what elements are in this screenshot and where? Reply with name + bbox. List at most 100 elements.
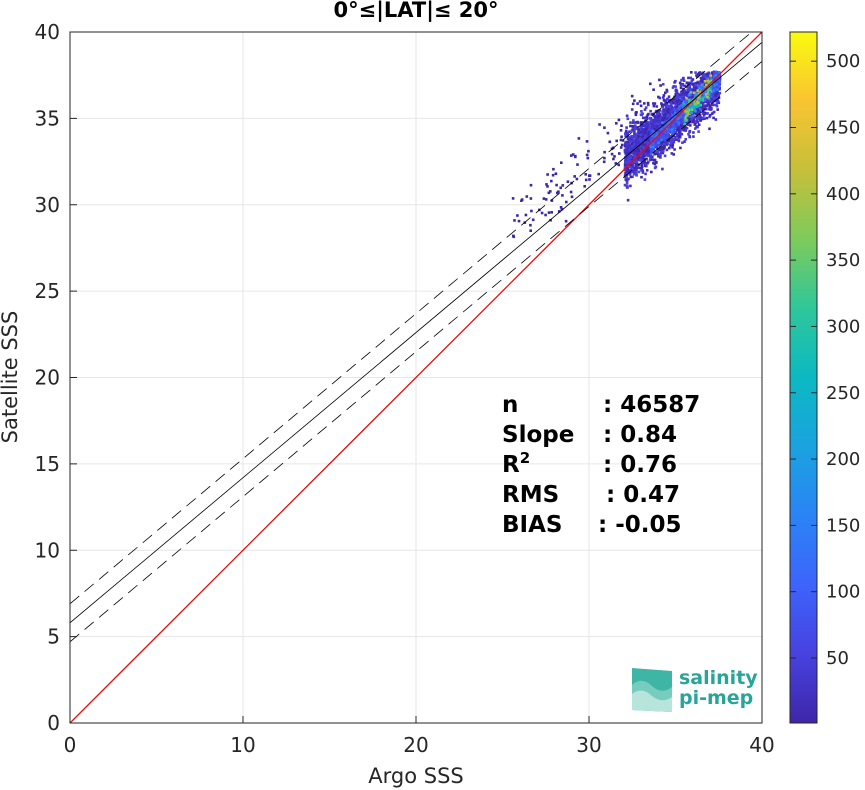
density-cell <box>688 135 691 138</box>
density-cell <box>631 175 634 179</box>
density-cell <box>645 169 649 172</box>
density-cell <box>658 96 662 100</box>
density-cell <box>654 138 657 142</box>
density-cell <box>686 88 689 91</box>
density-cell <box>585 140 589 143</box>
density-cell <box>692 118 695 122</box>
density-cell <box>689 104 693 107</box>
density-cell <box>682 76 685 80</box>
density-cell <box>629 175 633 179</box>
density-cell <box>680 94 684 98</box>
density-cell <box>649 131 653 135</box>
density-cell <box>714 70 718 74</box>
density-cell <box>631 165 635 168</box>
density-cell <box>671 86 675 89</box>
density-cell <box>670 107 673 111</box>
density-cell <box>697 108 700 112</box>
density-cell <box>676 97 679 101</box>
density-cell <box>696 89 699 92</box>
density-cell <box>653 120 657 123</box>
density-cell <box>631 102 635 106</box>
density-cell <box>652 125 656 129</box>
density-cell <box>698 87 702 91</box>
density-cell <box>586 156 590 160</box>
density-cell <box>703 80 707 83</box>
density-cell <box>646 162 649 165</box>
colorbar-frame <box>789 31 818 724</box>
density-cell <box>644 172 647 176</box>
density-cell <box>634 149 637 153</box>
density-cell <box>661 118 664 122</box>
density-cell <box>717 85 720 89</box>
density-cell <box>610 152 614 156</box>
density-cell <box>573 175 576 178</box>
density-cell <box>705 116 709 120</box>
density-cell <box>712 86 716 90</box>
density-cell <box>547 191 551 195</box>
density-cell <box>588 174 592 177</box>
density-cell <box>695 105 698 108</box>
density-cell <box>681 111 685 115</box>
density-cell <box>656 117 660 120</box>
density-cell <box>716 78 720 82</box>
density-cell <box>662 147 665 151</box>
density-cell <box>617 118 621 122</box>
density-cell <box>672 97 675 101</box>
density-cell <box>657 122 660 126</box>
density-cell <box>680 78 683 82</box>
density-cell <box>647 147 650 151</box>
density-cell <box>529 197 533 200</box>
density-cell <box>673 81 676 84</box>
density-cell <box>709 95 712 98</box>
density-cell <box>691 83 695 86</box>
density-cell <box>701 99 705 102</box>
density-cell <box>658 128 662 131</box>
density-cell <box>694 121 697 125</box>
density-cell <box>716 98 719 102</box>
density-cell <box>624 158 628 162</box>
density-cell <box>698 109 702 113</box>
density-cell <box>628 145 631 148</box>
density-cell <box>700 79 703 83</box>
density-cell <box>681 119 685 123</box>
density-cell <box>673 129 676 132</box>
density-cell <box>652 145 655 149</box>
y-tick-label: 35 <box>35 106 60 130</box>
density-cell <box>698 84 701 88</box>
density-cell <box>626 171 629 175</box>
density-cell <box>632 151 636 154</box>
density-cell <box>631 121 635 125</box>
density-cell <box>686 94 689 97</box>
density-cell <box>693 115 696 119</box>
density-cell <box>642 154 645 157</box>
y-tick-label: 30 <box>35 193 60 217</box>
density-cell <box>666 104 669 107</box>
density-cell <box>628 153 632 156</box>
density-cell <box>707 88 711 91</box>
density-cell <box>632 169 636 173</box>
density-cell <box>645 132 649 135</box>
density-cell <box>676 138 679 141</box>
density-cell <box>652 137 655 140</box>
density-cell <box>691 92 694 96</box>
density-cell <box>681 113 684 116</box>
density-cell <box>684 129 688 132</box>
density-cell <box>699 115 702 119</box>
density-cell <box>687 76 690 80</box>
x-tick-label: 40 <box>749 733 774 757</box>
density-cell <box>670 135 673 138</box>
density-cell <box>576 163 579 166</box>
y-tick-label: 40 <box>35 20 60 44</box>
density-cell <box>630 94 634 98</box>
density-cell <box>650 113 654 116</box>
density-cell <box>633 142 636 146</box>
density-cell <box>660 122 664 126</box>
density-cell <box>692 135 695 138</box>
density-cell <box>678 134 681 137</box>
density-cell <box>626 117 630 121</box>
density-cell <box>669 125 672 129</box>
density-cell <box>637 128 640 132</box>
density-cell <box>678 135 682 139</box>
density-cell <box>550 211 553 214</box>
regression-lines <box>70 32 762 723</box>
